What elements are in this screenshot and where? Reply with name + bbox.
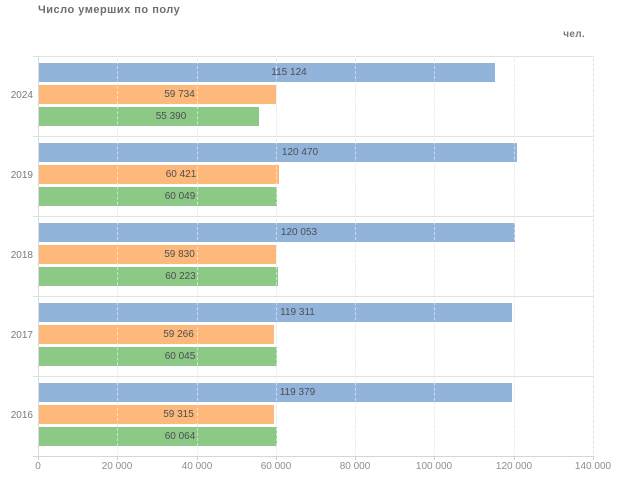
bar-series-orange-2016[interactable]: 59 315 [39, 405, 274, 424]
x-axis-tick-40000 [197, 456, 198, 460]
category-label-2016: 2016 [10, 410, 33, 421]
gridline-overlay-100000 [434, 56, 435, 456]
x-axis-label-20000: 20 000 [101, 461, 133, 472]
bar-series-blue-2016[interactable]: 119 379 [39, 383, 512, 402]
axis-unit-label: чел. [563, 29, 585, 40]
bar-series-blue-2019[interactable]: 120 470 [39, 143, 517, 162]
x-axis-label-140000: 140 000 [574, 461, 612, 472]
row-separator [33, 296, 593, 297]
y-axis-line [38, 56, 39, 456]
bar-value-label: 60 223 [165, 271, 196, 282]
x-axis-line [33, 456, 593, 457]
category-label-2018: 2018 [10, 250, 33, 261]
bar-value-label: 59 315 [163, 409, 194, 420]
bar-value-label: 60 421 [165, 169, 197, 180]
gridline-overlay-20000 [117, 56, 118, 456]
bar-series-orange-2017[interactable]: 59 266 [39, 325, 274, 344]
row-separator [33, 136, 593, 137]
gridline-overlay-40000 [197, 56, 198, 456]
x-axis-tick-140000 [593, 456, 594, 460]
bar-value-label: 60 045 [164, 351, 196, 362]
bar-series-blue-2018[interactable]: 120 053 [39, 223, 515, 242]
bar-value-label: 115 124 [271, 67, 307, 78]
x-axis-label-60000: 60 000 [260, 461, 292, 472]
gridline-overlay-120000 [514, 56, 515, 456]
bar-value-label: 60 049 [164, 191, 196, 202]
bar-series-orange-2018[interactable]: 59 830 [39, 245, 276, 264]
bar-value-label: 120 470 [281, 147, 319, 158]
x-axis-tick-20000 [117, 456, 118, 460]
gridline-overlay-140000 [593, 56, 594, 456]
gridline-overlay-60000 [276, 56, 277, 456]
x-axis-label-0: 0 [35, 461, 41, 472]
x-axis-tick-0 [38, 456, 39, 460]
row-separator [33, 376, 593, 377]
bar-value-label: 119 311 [280, 307, 315, 318]
bar-series-blue-2024[interactable]: 115 124 [39, 63, 495, 82]
bar-series-green-2016[interactable]: 60 064 [39, 427, 277, 446]
plot-area: 2024 115 124 59 734 55 390 2019 120 470 60 421… [11, 56, 611, 472]
bar-value-label: 120 053 [280, 227, 318, 238]
category-label-2019: 2019 [10, 170, 33, 181]
bar-series-green-2019[interactable]: 60 049 [39, 187, 277, 206]
x-axis-label-120000: 120 000 [495, 461, 533, 472]
bar-value-label: 59 266 [163, 329, 194, 340]
gridline-overlay-80000 [355, 56, 356, 456]
x-axis-label-100000: 100 000 [415, 461, 453, 472]
x-axis-tick-60000 [276, 456, 277, 460]
x-axis-label-40000: 40 000 [181, 461, 213, 472]
bar-series-orange-2019[interactable]: 60 421 [39, 165, 279, 184]
bar-series-green-2017[interactable]: 60 045 [39, 347, 277, 366]
bar-series-green-2018[interactable]: 60 223 [39, 267, 278, 286]
bar-value-label: 55 390 [155, 111, 187, 122]
x-axis-tick-100000 [434, 456, 435, 460]
bar-value-label: 60 064 [164, 431, 196, 442]
x-axis-tick-80000 [355, 456, 356, 460]
bar-series-green-2024[interactable]: 55 390 [39, 107, 259, 126]
row-separator [33, 216, 593, 217]
category-label-2017: 2017 [10, 330, 33, 341]
bar-series-blue-2017[interactable]: 119 311 [39, 303, 512, 322]
bar-series-orange-2024[interactable]: 59 734 [39, 85, 276, 104]
row-separator [33, 56, 593, 57]
x-axis-tick-120000 [514, 456, 515, 460]
chart-title: Число умерших по полу [38, 4, 181, 16]
category-label-2024: 2024 [10, 90, 33, 101]
bar-value-label: 59 830 [164, 249, 195, 260]
bar-value-label: 119 379 [279, 387, 316, 398]
bar-value-label: 59 734 [164, 89, 195, 100]
x-axis-label-80000: 80 000 [339, 461, 371, 472]
